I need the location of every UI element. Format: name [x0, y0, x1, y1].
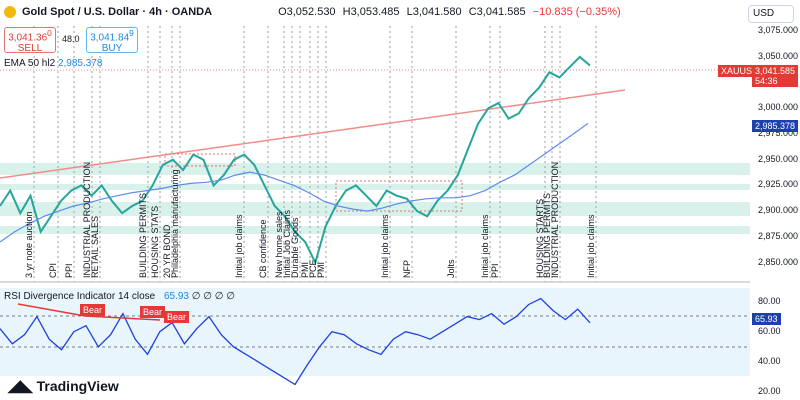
- low-value: L3,041.580: [406, 6, 462, 18]
- bear-label: Bear: [164, 311, 190, 323]
- symbol-title[interactable]: Gold Spot / U.S. Dollar · 4h · OANDA: [22, 6, 213, 18]
- rsi-tick: 20.00: [758, 386, 781, 396]
- price-tick: 3,000.000: [758, 102, 799, 113]
- rsi-legend-value: 65.93: [163, 291, 189, 302]
- price-tick: 2,925.000: [758, 179, 799, 190]
- price-tick: 2,975.000: [758, 128, 799, 138]
- event-label: 3 yr note auction: [24, 211, 34, 278]
- event-label: Philadelphia manufacturing: [170, 169, 180, 278]
- buy-price-sup: 9: [129, 28, 134, 38]
- header-bar: Gold Spot / U.S. Dollar · 4h · OANDA O3,…: [0, 0, 754, 24]
- price-tick: 2,900.000: [758, 205, 799, 216]
- event-label: INDUSTRIAL PRODUCTION: [550, 161, 560, 278]
- tradingview-logo: ◢◣ TradingView: [8, 376, 119, 396]
- sell-price-sup: 0: [47, 28, 52, 38]
- event-label: Durable Goods: [290, 217, 300, 278]
- buy-button[interactable]: 3,041.849 BUY: [86, 27, 138, 55]
- ema-series: [0, 122, 589, 243]
- brand-name: TradingView: [36, 378, 119, 394]
- bear-label: Bear: [80, 304, 106, 316]
- trendline: [0, 89, 626, 179]
- div-line-2: [84, 315, 161, 321]
- price-line: [0, 55, 591, 266]
- symbol-tag: XAUUSD: [718, 65, 762, 77]
- close-value: C3,041.585: [468, 6, 526, 18]
- event-label: CPI: [48, 262, 58, 278]
- rsi-tick: 60.00: [758, 325, 781, 336]
- event-label: Initial job claims: [480, 214, 490, 278]
- price-series: [0, 55, 591, 266]
- open-value: O3,052.530: [278, 6, 336, 18]
- buy-price: 3,041.84: [90, 32, 130, 44]
- ohlc-readout: O3,052.530 H3,053.485 L3,041.580 C3,041.…: [278, 6, 625, 18]
- rsi-line: [0, 297, 591, 386]
- event-label: CB confidence: [258, 219, 268, 278]
- event-label: Initial job claims: [380, 214, 390, 278]
- last-price-tag: 3,041.585 54:36: [752, 65, 799, 87]
- price-tick: 2,950.000: [758, 153, 799, 164]
- event-label: NFP: [402, 260, 412, 278]
- event-label: HOUSING STATS: [150, 205, 160, 278]
- ema-legend[interactable]: EMA 50 hl2 2,985.378: [4, 58, 102, 69]
- rsi-tick: 40.00: [758, 355, 781, 366]
- event-label: PMI: [316, 261, 326, 278]
- sell-label: SELL: [17, 43, 43, 55]
- event-label: PPI: [490, 263, 500, 278]
- tv-logo-icon: ◢◣: [8, 378, 33, 395]
- rsi-series: [0, 297, 591, 386]
- event-label: Initial job claims: [586, 214, 596, 278]
- price-tick: 3,075.000: [758, 25, 799, 36]
- spread-value: 48.0: [62, 34, 80, 44]
- event-label: PPI: [64, 263, 74, 278]
- event-label: Initial job claims: [234, 214, 244, 278]
- rsi-label: RSI Divergence Indicator 14 close: [4, 291, 156, 302]
- rsi-legend[interactable]: RSI Divergence Indicator 14 close 65.93 …: [4, 291, 235, 302]
- last-price-value: 3,041.585: [755, 66, 796, 76]
- price-tick: 3,050.000: [758, 50, 799, 61]
- rsi-pane-bg: [0, 288, 750, 376]
- sr-zones: [0, 163, 750, 234]
- event-label: BUILDING PERMITS: [138, 192, 148, 278]
- high-value: H3,053.485: [342, 6, 400, 18]
- gold-icon: [4, 6, 16, 18]
- buy-label: BUY: [101, 43, 123, 55]
- sell-button[interactable]: 3,041.360 SELL: [4, 27, 56, 55]
- ema-label: EMA 50 hl2: [4, 58, 56, 69]
- event-label: RETAIL SALES: [90, 215, 100, 278]
- countdown: 54:36: [755, 76, 778, 86]
- div-line-1: [17, 303, 86, 317]
- ema-tag: 2,985.378: [752, 120, 799, 132]
- ema-value: 2,985.378: [57, 58, 103, 69]
- event-label: Jolts: [446, 259, 456, 278]
- price-tick: 2,850.000: [758, 256, 799, 267]
- rsi-tag: 65.93: [752, 313, 781, 325]
- change-value: −10.835 (−0.35%): [532, 6, 621, 18]
- sell-price: 3,041.36: [8, 32, 48, 44]
- rsi-tick: 80.00: [758, 295, 781, 306]
- rsi-extra: ∅ ∅ ∅ ∅: [191, 291, 235, 302]
- ema-line: [0, 122, 589, 243]
- currency-select[interactable]: USD: [748, 5, 794, 23]
- event-lines: [33, 26, 597, 282]
- price-tick: 2,875.000: [758, 230, 799, 241]
- range-box: [335, 180, 463, 212]
- bear-label: Bear: [140, 306, 166, 318]
